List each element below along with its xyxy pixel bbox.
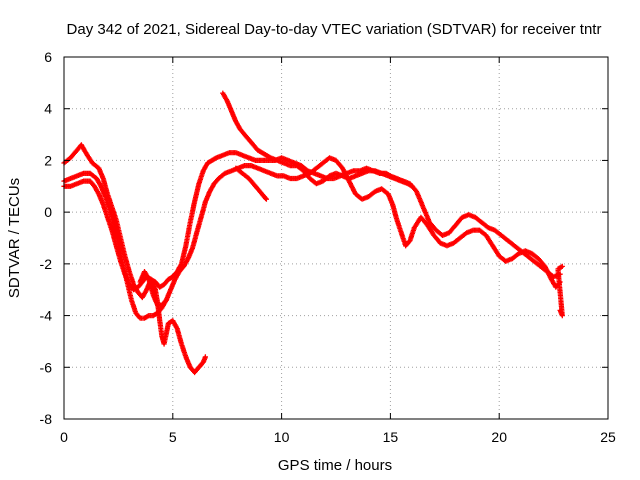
y-tick-label: -2 xyxy=(40,256,53,272)
series-track-e xyxy=(233,165,269,202)
data-marks xyxy=(61,90,565,376)
plot-frame xyxy=(63,56,609,420)
data-point xyxy=(162,298,168,304)
series-track-b xyxy=(61,155,563,321)
y-tick-label: 6 xyxy=(44,49,52,65)
data-point xyxy=(409,183,415,189)
axis-ticks: 0 5 10 15 20 25 -8 -6 -4 -2 0 2 4 6 xyxy=(40,49,616,445)
x-tick-label: 20 xyxy=(491,429,507,445)
y-tick-label: 2 xyxy=(44,152,52,168)
series-track-d xyxy=(220,90,415,189)
data-point xyxy=(263,195,269,201)
data-point xyxy=(202,354,208,360)
y-tick-label: -6 xyxy=(40,359,53,375)
x-tick-label: 10 xyxy=(274,429,290,445)
y-axis-label: SDTVAR / TECUs xyxy=(6,178,23,298)
series-track-c xyxy=(61,178,208,376)
series-outliers xyxy=(555,263,565,319)
data-point xyxy=(163,297,169,303)
x-axis-label: GPS time / hours xyxy=(278,457,392,474)
x-tick-label: 25 xyxy=(600,429,616,445)
x-tick-label: 0 xyxy=(60,429,68,445)
y-tick-label: -4 xyxy=(40,308,53,324)
x-tick-label: 15 xyxy=(383,429,399,445)
y-tick-label: 4 xyxy=(44,101,52,117)
grid xyxy=(64,57,608,419)
series-track-a xyxy=(61,142,563,301)
series-track-f xyxy=(137,269,169,308)
x-tick-label: 5 xyxy=(169,429,177,445)
chart-title: Day 342 of 2021, Sidereal Day-to-day VTE… xyxy=(67,21,602,38)
y-tick-label: -8 xyxy=(40,411,53,427)
data-point xyxy=(559,263,565,269)
data-point xyxy=(263,196,269,202)
y-tick-label: 0 xyxy=(44,204,52,220)
